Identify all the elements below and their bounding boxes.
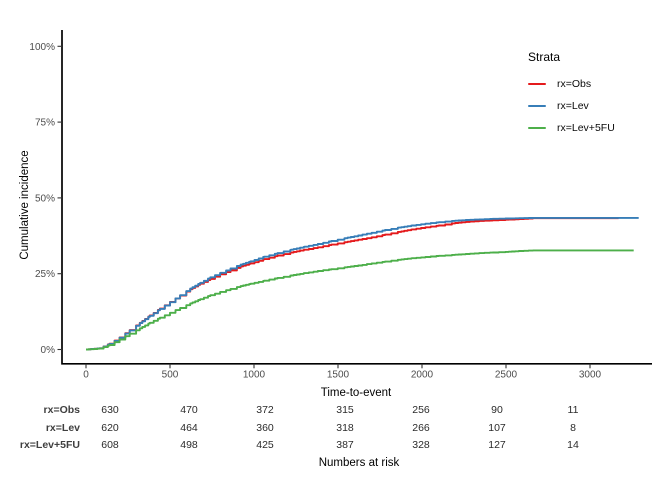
x-tick-label: 2500 [495,369,518,380]
risk-table-row-rx-lev: rx=Lev 620 464 360 318 266 107 8 [0,421,672,437]
risk-count: 387 [336,439,354,451]
y-axis-title: Cumulative incidence [19,150,31,260]
risk-count: 266 [412,422,430,434]
risk-count: 256 [412,404,430,416]
risk-count: 425 [256,439,274,451]
risk-count: 498 [180,439,198,451]
x-tick-label: 1000 [243,369,266,380]
y-tick-label: 75% [35,118,55,129]
x-tick-label: 3000 [579,369,602,380]
risk-count: 360 [256,422,274,434]
risk-count: 464 [180,422,198,434]
legend-items: rx=Obs rx=Lev rx=Lev+5FU [528,73,615,139]
legend-item-rx-lev-5fu: rx=Lev+5FU [528,117,615,139]
x-tick-label: 2000 [411,369,434,380]
risk-count: 14 [567,439,579,451]
legend-item-label: rx=Lev [557,100,589,112]
legend-line-swatch [528,104,546,108]
risk-count: 315 [336,404,354,416]
legend-item-rx-lev: rx=Lev [528,95,615,117]
legend-item-label: rx=Lev+5FU [557,122,615,134]
legend-item-rx-obs: rx=Obs [528,73,615,95]
risk-count: 608 [101,439,119,451]
risk-count: 107 [488,422,506,434]
y-tick-label: 25% [35,269,55,280]
risk-count: 470 [180,404,198,416]
legend-title: Strata [528,50,561,64]
risk-count: 90 [491,404,503,416]
risk-count: 127 [488,439,506,451]
risk-count: 8 [570,422,576,434]
legend-line-swatch [528,82,546,86]
x-tick-label: 1500 [327,369,350,380]
y-tick-label: 50% [35,193,55,204]
y-tick-label: 0% [41,345,56,356]
risk-count: 328 [412,439,430,451]
axis-spines [61,30,652,365]
risk-row-label: rx=Lev+5FU [19,439,80,451]
risk-table-row-rx-lev-5fu: rx=Lev+5FU 608 498 425 387 328 127 14 [0,438,672,454]
risk-table-caption: Numbers at risk [318,457,400,469]
x-axis-title: Time-to-event [320,387,392,399]
risk-table-row-rx-obs: rx=Obs 630 470 372 315 256 90 11 [0,403,672,419]
survival-curve-rx-lev-5fu [86,249,635,351]
x-tick-label: 0 [83,369,89,380]
x-tick-label: 500 [162,369,179,380]
risk-count: 620 [101,422,119,434]
risk-count: 372 [256,404,274,416]
legend-line-swatch [528,126,546,130]
risk-count: 11 [567,404,579,416]
survival-curve-rx-lev [86,216,639,351]
legend: Strata rx=Obs rx=Lev rx=Lev+5FU [528,50,615,139]
risk-count: 318 [336,422,354,434]
risk-row-label: rx=Obs [43,404,80,416]
y-tick-label: 100% [29,42,55,53]
risk-row-label: rx=Lev [45,422,80,434]
risk-count: 630 [101,404,119,416]
legend-item-label: rx=Obs [557,78,592,90]
